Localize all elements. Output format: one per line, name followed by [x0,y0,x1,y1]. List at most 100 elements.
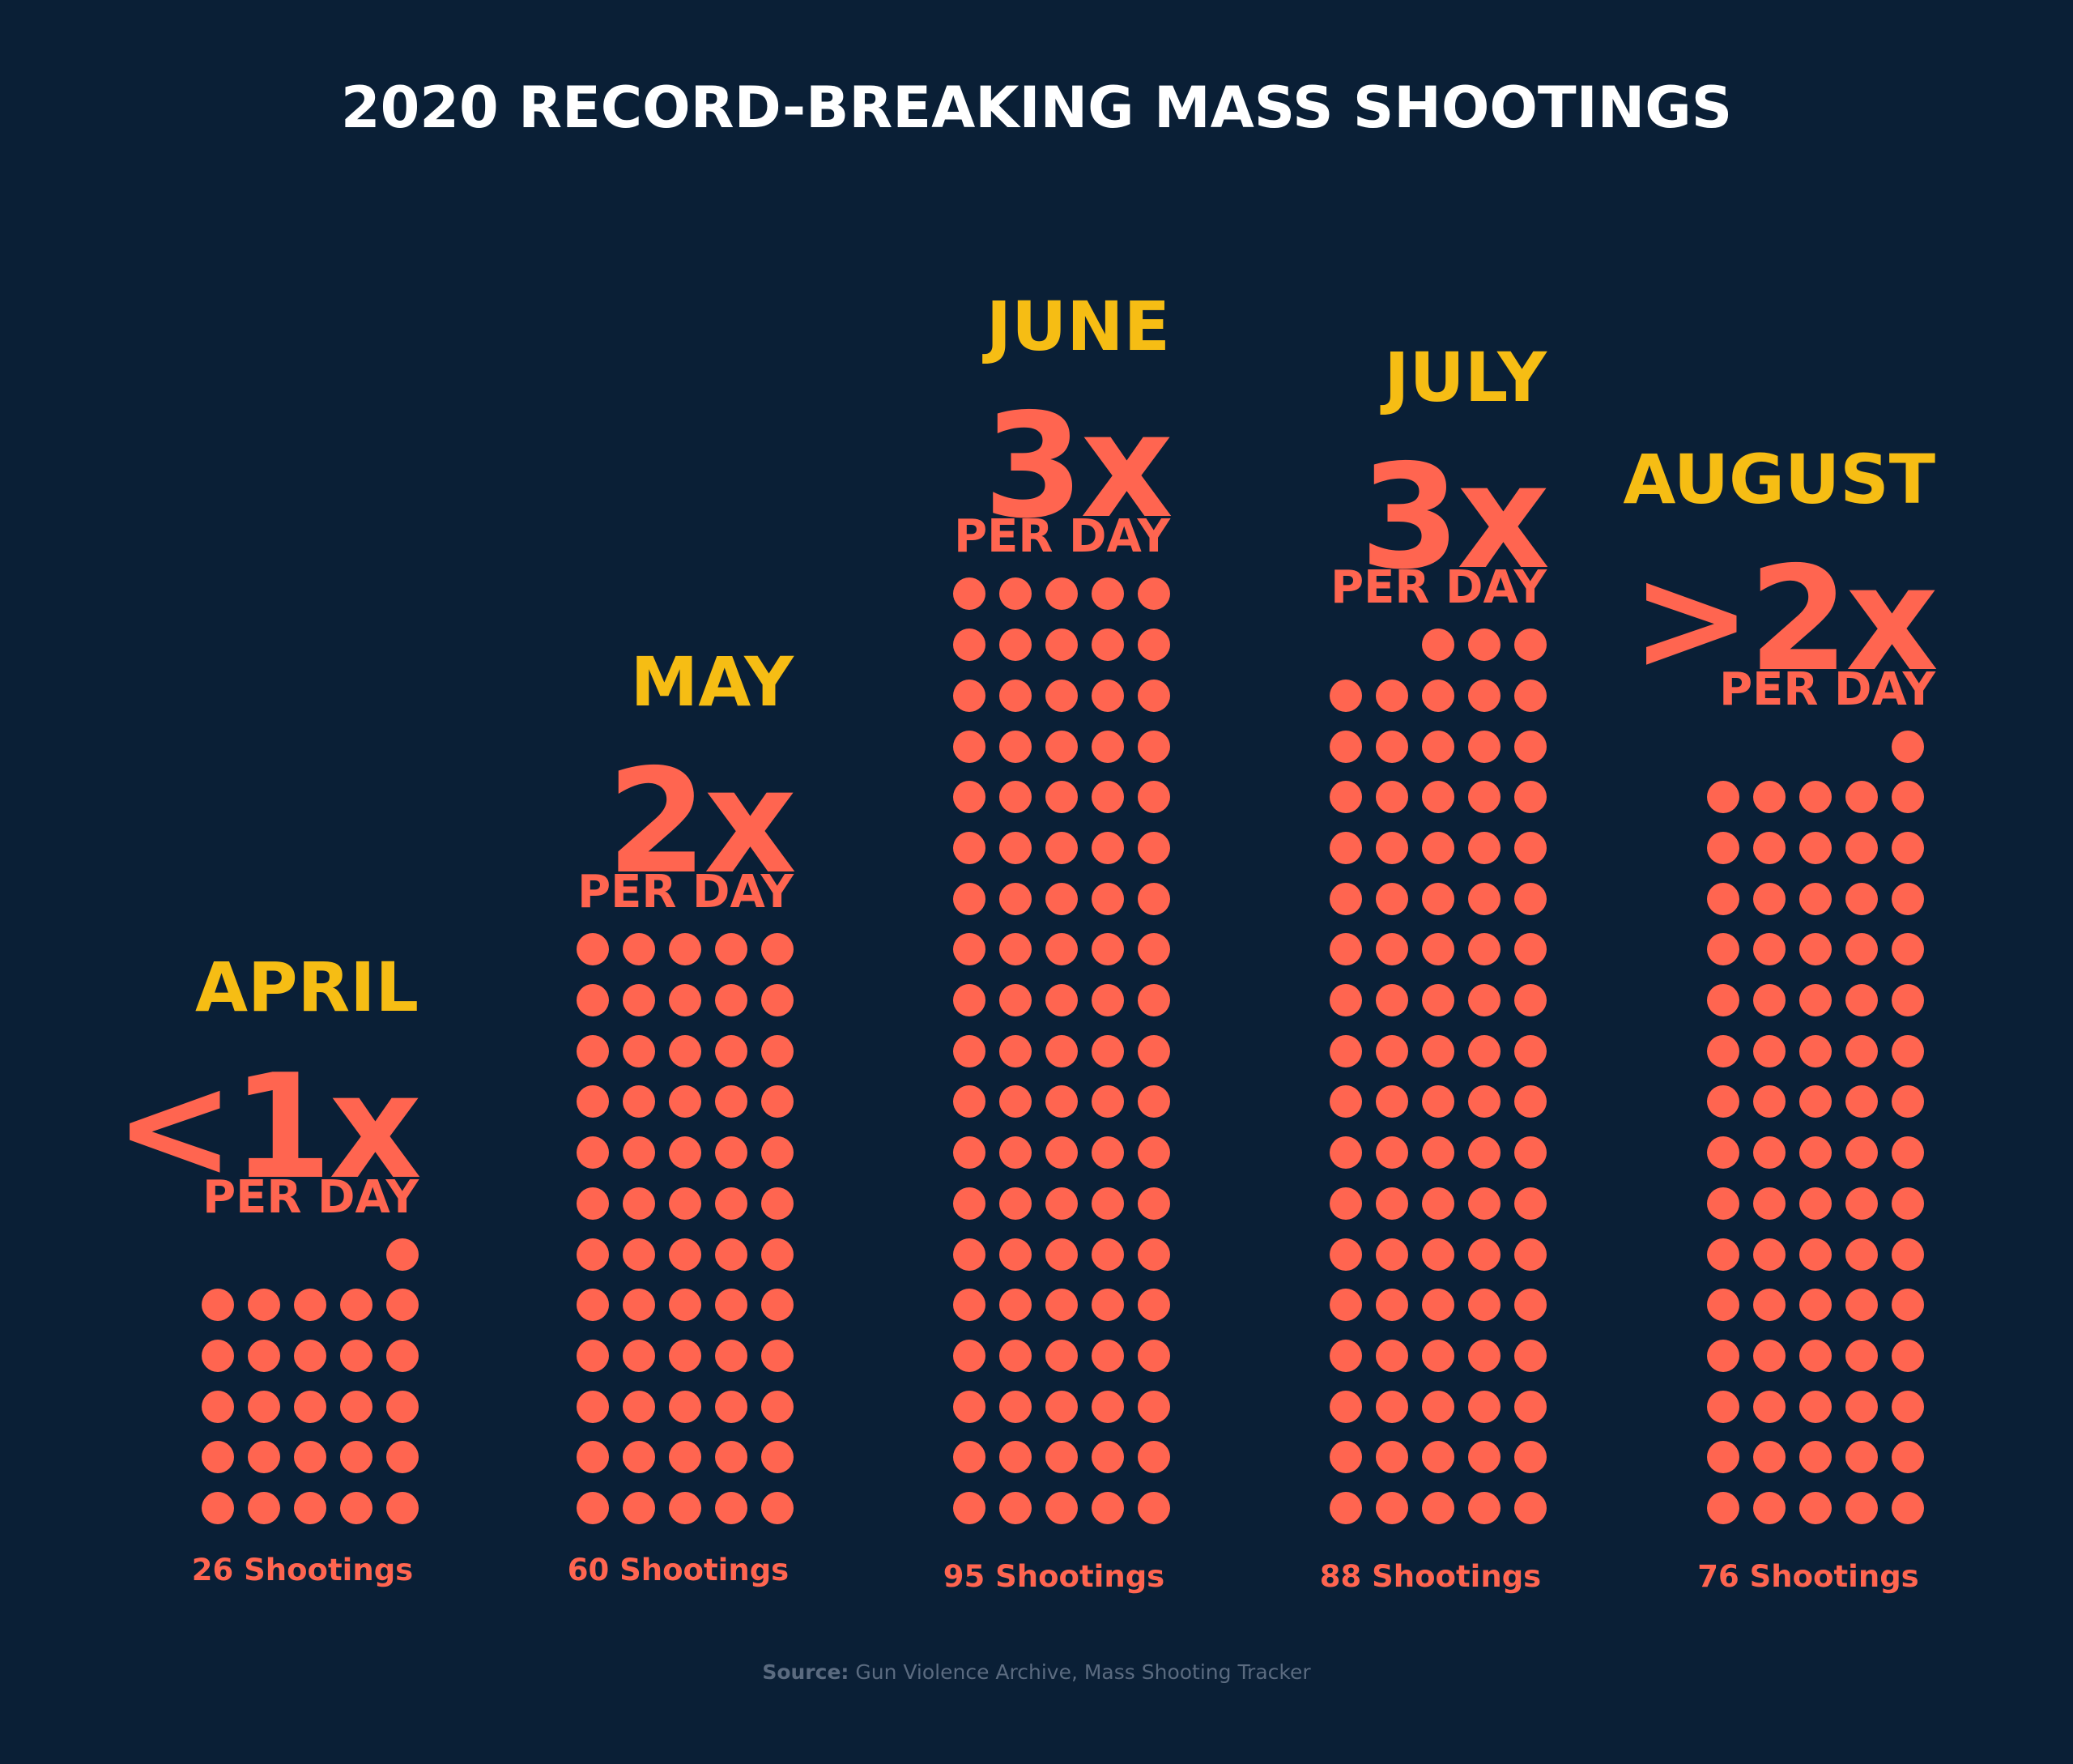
shooting-dot [1707,933,1739,966]
shooting-dot [1707,1390,1739,1423]
shooting-dot [623,1085,655,1118]
shooting-dot [1092,882,1124,915]
shooting-dot [715,1441,747,1474]
shooting-dot [953,831,985,864]
shooting-dot [1845,1390,1878,1423]
shooting-dot [1753,1492,1786,1524]
shooting-dot [1845,1441,1878,1474]
shooting-dot [1045,1085,1078,1118]
shooting-dot [1092,781,1124,814]
shooting-dot [761,1238,794,1271]
shooting-dot [1376,1289,1408,1322]
shooting-dot [1330,831,1362,864]
shooting-dot [1845,882,1878,915]
shooting-dot [1330,730,1362,763]
shooting-dot [1753,831,1786,864]
shooting-dot [1376,1136,1408,1170]
shooting-dot [577,1339,609,1372]
shooting-dot [340,1441,372,1474]
shooting-dot [1376,1441,1408,1474]
rate-label: 3x [1360,433,1550,602]
shooting-dot [577,1034,609,1067]
shooting-dot [715,1289,747,1322]
shooting-dot [1422,831,1454,864]
shooting-dot [386,1390,419,1423]
per-day-label: PER DAY [202,1170,419,1224]
shooting-dot [1422,1187,1454,1220]
shooting-dot [386,1289,419,1322]
shooting-dot [715,1187,747,1220]
shooting-dot [1799,1034,1832,1067]
shooting-dot [1892,1085,1924,1118]
shooting-dot [577,933,609,966]
shooting-dot [761,1339,794,1372]
shooting-dot [953,1187,985,1220]
shooting-dot [999,781,1032,814]
shooting-dot [953,1034,985,1067]
shooting-dot [294,1492,326,1524]
shooting-dot [623,1187,655,1220]
shooting-dot [1092,933,1124,966]
shooting-dot [1892,933,1924,966]
shooting-dot [1707,1238,1739,1271]
shooting-dot [1422,1085,1454,1118]
shooting-dot [1330,882,1362,915]
count-label: 95 Shootings [943,1559,1165,1594]
shooting-dot [202,1390,234,1423]
shooting-dot [1468,933,1500,966]
shooting-dot [386,1441,419,1474]
month-label: JULY [1384,338,1547,418]
shooting-dot [1892,781,1924,814]
month-label: JUNE [985,287,1170,367]
shooting-dot [1376,1238,1408,1271]
shooting-dot [999,1034,1032,1067]
shooting-dot [1799,984,1832,1016]
shooting-dot [1092,831,1124,864]
shooting-dot [953,1136,985,1170]
shooting-dot [1753,1441,1786,1474]
shooting-dot [1468,730,1500,763]
shooting-dot [1422,730,1454,763]
shooting-dot [1514,781,1547,814]
shooting-dot [1422,984,1454,1016]
shooting-dot [761,1492,794,1524]
shooting-dot [1376,984,1408,1016]
month-label: MAY [630,642,794,722]
shooting-dot [1422,1339,1454,1372]
shooting-dot [1753,933,1786,966]
shooting-dot [953,781,985,814]
shooting-dot [1707,831,1739,864]
shooting-dot [1422,1441,1454,1474]
shooting-dot [1138,1238,1170,1271]
shooting-dot [340,1492,372,1524]
shooting-dot [577,984,609,1016]
shooting-dot [1514,1289,1547,1322]
shooting-dot [577,1238,609,1271]
shooting-dot [1376,730,1408,763]
shooting-dot [669,1238,701,1271]
shooting-dot [248,1390,280,1423]
shooting-dot [953,882,985,915]
shooting-dot [761,1085,794,1118]
shooting-dot [1045,1289,1078,1322]
shooting-dot [1707,1289,1739,1322]
shooting-dot [577,1289,609,1322]
shooting-dot [1707,1339,1739,1372]
shooting-dot [1330,781,1362,814]
shooting-dot [1422,1238,1454,1271]
shooting-dot [294,1441,326,1474]
shooting-dot [999,1441,1032,1474]
shooting-dot [999,1390,1032,1423]
shooting-dot [1045,984,1078,1016]
shooting-dot [1092,1289,1124,1322]
chart-title: 2020 RECORD-BREAKING MASS SHOOTINGS [340,75,1733,141]
shooting-dot [1376,1492,1408,1524]
shooting-dot [1138,1492,1170,1524]
shooting-dot [1514,1492,1547,1524]
month-label: APRIL [194,947,419,1027]
shooting-dot [1045,1441,1078,1474]
shooting-dot [577,1085,609,1118]
shooting-dot [1753,781,1786,814]
shooting-dot [1707,1441,1739,1474]
shooting-dot [1468,831,1500,864]
